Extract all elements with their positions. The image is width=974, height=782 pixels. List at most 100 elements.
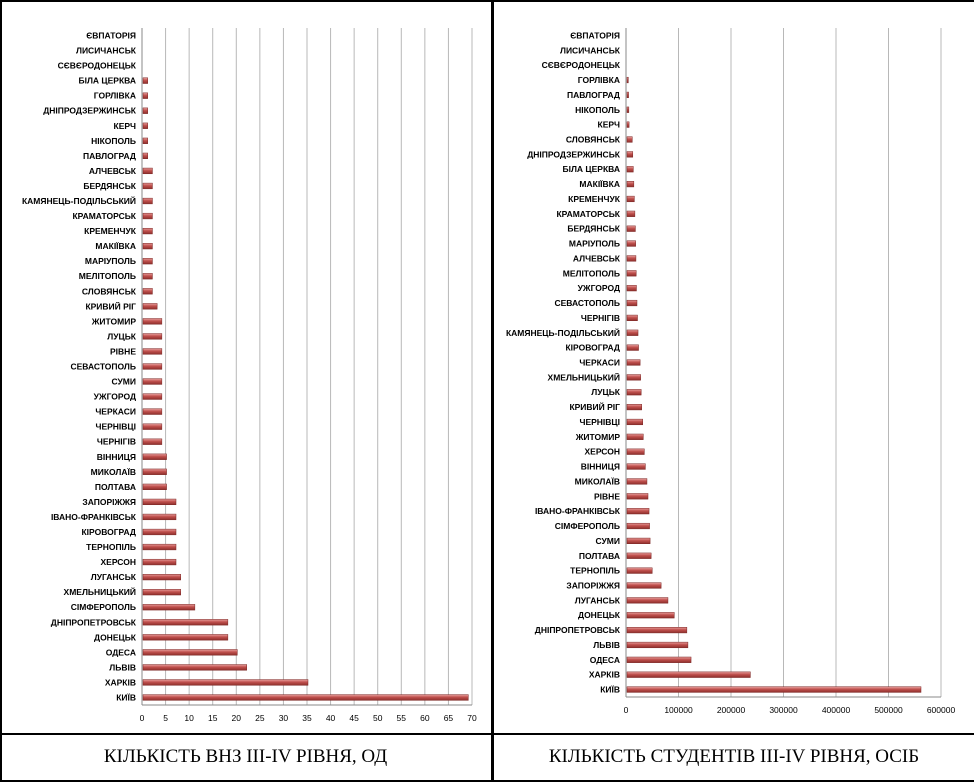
bar	[142, 664, 247, 671]
bar	[626, 225, 636, 232]
bar	[142, 92, 148, 99]
bar	[626, 299, 638, 307]
category-label: МАРІУПОЛЬ	[569, 239, 620, 249]
category-label: КРЕМЕНЧУК	[568, 194, 621, 204]
bar	[142, 182, 153, 190]
frame-top-border	[0, 0, 974, 2]
category-label: ХЕРСОН	[101, 557, 136, 567]
category-label: СУМИ	[595, 536, 620, 546]
category-label: РІВНЕ	[110, 346, 136, 356]
bar	[626, 270, 637, 277]
bar	[142, 619, 229, 626]
bar	[626, 255, 637, 262]
bar	[626, 537, 651, 544]
x-tick-label: 0	[624, 705, 629, 715]
category-label: НІКОПОЛЬ	[91, 136, 136, 146]
category-label: ПОЛТАВА	[579, 551, 620, 561]
bar	[626, 374, 641, 381]
category-label: УЖГОРОД	[578, 283, 620, 293]
bar	[142, 273, 153, 280]
bar	[626, 91, 629, 98]
category-label: УЖГОРОД	[94, 392, 136, 402]
category-label: ГОРЛІВКА	[94, 91, 136, 101]
bar	[142, 438, 163, 445]
bar	[626, 285, 637, 292]
category-label: КЕРЧ	[114, 121, 137, 131]
bar	[626, 166, 634, 173]
category-label: ДНІПРОПЕТРОВСЬК	[535, 625, 621, 635]
bar	[626, 493, 649, 500]
bar	[626, 121, 630, 128]
category-label: КРЕМЕНЧУК	[84, 226, 137, 236]
bar	[142, 649, 238, 656]
category-label: КІРОВОГРАД	[81, 527, 136, 537]
category-label: МАРІУПОЛЬ	[85, 256, 136, 266]
x-tick-label: 50	[373, 713, 383, 723]
category-label: ЛЬВІВ	[593, 640, 620, 650]
category-label: ТЕРНОПІЛЬ	[570, 566, 620, 576]
category-label: ЧЕРНІВЦІ	[95, 422, 136, 432]
category-label: СІМФЕРОПОЛЬ	[555, 521, 620, 531]
category-label: ПОЛТАВА	[95, 482, 136, 492]
bar	[142, 303, 158, 310]
category-label: БІЛА ЦЕРКВА	[78, 76, 136, 86]
frame-left-border	[0, 0, 2, 782]
x-tick-label: 100000	[664, 705, 693, 715]
bar	[142, 288, 153, 295]
bar	[626, 463, 646, 470]
bar	[626, 195, 635, 203]
bar	[142, 393, 163, 400]
bar	[142, 77, 148, 84]
x-tick-label: 200000	[717, 705, 746, 715]
category-label: АЛЧЕВСЬК	[573, 253, 621, 263]
x-tick-label: 25	[255, 713, 265, 723]
x-tick-label: 400000	[822, 705, 851, 715]
category-label: ХМЕЛЬНИЦЬКИЙ	[64, 586, 136, 597]
x-tick-label: 45	[349, 713, 359, 723]
category-label: ЗАПОРІЖЖЯ	[566, 581, 620, 591]
bar	[142, 378, 163, 385]
category-label: ОДЕСА	[590, 655, 620, 665]
bar	[142, 498, 177, 506]
category-label: МИКОЛАЇВ	[91, 467, 136, 477]
bar	[142, 363, 163, 370]
bar	[626, 314, 638, 321]
x-tick-label: 35	[302, 713, 312, 723]
bar	[142, 408, 163, 415]
x-tick-label: 70	[467, 713, 477, 723]
chart-students-count: КИЇВ ХАРКІВ ОДЕСА ЛЬВІВ ДНІПРОПЕТРОВСЬК ДОНЕЦ…	[506, 28, 955, 715]
x-tick-label: 5	[163, 713, 168, 723]
bar	[626, 552, 652, 559]
category-label: СЛОВЯНСЬК	[82, 286, 137, 296]
category-label: ГОРЛІВКА	[578, 75, 620, 85]
bar	[626, 597, 669, 604]
bar	[626, 448, 645, 455]
bar	[142, 513, 177, 521]
category-label: МЕЛІТОПОЛЬ	[79, 271, 136, 281]
bar	[626, 240, 636, 247]
bar	[626, 686, 922, 693]
category-label: КАМЯНЕЦЬ-ПОДІЛЬСЬКИЙ	[506, 327, 620, 338]
bar	[626, 329, 639, 336]
x-tick-label: 40	[326, 713, 336, 723]
category-label: ЧЕРНІГІВ	[581, 313, 620, 323]
category-label: СЕВАСТОПОЛЬ	[554, 298, 620, 308]
bar	[142, 243, 153, 250]
bar	[626, 76, 629, 84]
category-label: МАКІЇВКА	[95, 241, 136, 251]
category-label: ДОНЕЦЬК	[578, 610, 621, 620]
category-label: РІВНЕ	[594, 491, 620, 501]
bar	[626, 359, 641, 366]
category-label: БІЛА ЦЕРКВА	[562, 164, 620, 174]
bar	[626, 404, 642, 411]
frame-center-divider	[491, 0, 494, 782]
category-label: ЗАПОРІЖЖЯ	[82, 497, 136, 507]
x-tick-label: 55	[397, 713, 407, 723]
x-tick-label: 300000	[769, 705, 798, 715]
category-label: КІРОВОГРАД	[565, 343, 620, 353]
category-label: БЕРДЯНСЬК	[567, 224, 620, 234]
category-label: КРИВИЙ РІГ	[85, 300, 136, 311]
category-label: ХАРКІВ	[589, 670, 620, 680]
category-label: ІВАНО-ФРАНКІВСЬК	[535, 506, 621, 516]
